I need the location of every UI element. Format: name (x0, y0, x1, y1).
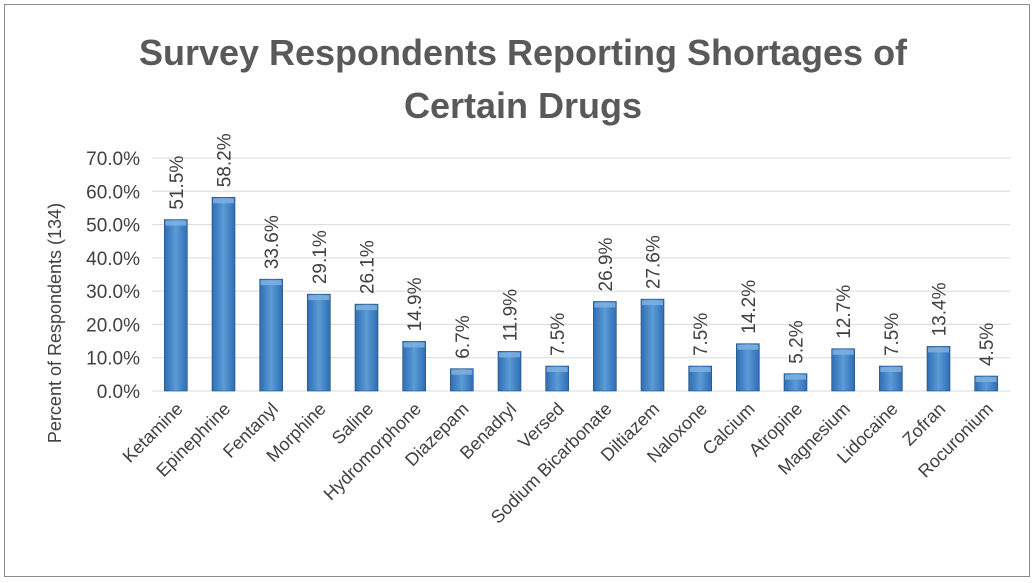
bar-top-bevel (975, 377, 997, 383)
y-tick-label: 10.0% (86, 349, 140, 370)
data-label: 7.5% (691, 313, 712, 356)
bar (831, 348, 855, 392)
data-label: 51.5% (167, 156, 188, 210)
data-label: 11.9% (501, 289, 522, 342)
y-tick-label: 0.0% (97, 382, 140, 403)
bar (259, 278, 283, 392)
bar-top-bevel (260, 280, 282, 286)
bar (307, 293, 331, 392)
bar (593, 301, 617, 392)
data-label: 12.7% (834, 285, 855, 339)
data-label: 6.7% (453, 315, 474, 358)
bar (545, 365, 569, 392)
bar (211, 196, 236, 392)
data-label: 29.1% (310, 230, 331, 284)
y-tick-label: 50.0% (86, 216, 140, 237)
bar-top-bevel (403, 342, 425, 348)
bar (879, 365, 903, 392)
bars (164, 196, 998, 392)
data-label: 4.5% (977, 323, 998, 366)
bar-top-bevel (737, 344, 759, 350)
bar (354, 303, 379, 392)
bar-top-bevel (594, 302, 616, 308)
bar-chart: Survey Respondents Reporting Shortages o… (45, 32, 1010, 528)
y-tick-label: 40.0% (86, 249, 140, 270)
data-label: 7.5% (548, 313, 569, 356)
bar (926, 346, 951, 392)
data-label: 26.1% (358, 240, 379, 294)
bar-top-bevel (308, 295, 330, 301)
y-axis-ticks: 0.0% 10.0% 20.0% 30.0% 40.0% 50.0% 60.0% 70.0% (86, 149, 140, 403)
chart-title-line-2: Certain Drugs (404, 85, 642, 126)
data-label: 14.9% (405, 277, 426, 331)
data-label: 14.2% (739, 280, 760, 334)
bar-top-bevel (880, 367, 902, 373)
bar (164, 219, 188, 392)
data-label: 5.2% (787, 320, 808, 363)
bar (497, 351, 522, 392)
bar-top-bevel (499, 352, 520, 358)
bar-top-bevel (785, 374, 806, 380)
bar-top-bevel (546, 367, 568, 373)
data-label: 58.2% (215, 133, 236, 187)
bar-top-bevel (213, 198, 234, 204)
bar-top-bevel (642, 300, 663, 306)
data-label: 26.9% (596, 237, 617, 291)
bar-top-bevel (165, 220, 187, 226)
data-label: 27.6% (644, 235, 665, 289)
bar (688, 365, 712, 392)
y-tick-label: 60.0% (86, 182, 140, 203)
y-tick-label: 20.0% (86, 315, 140, 336)
chart-title-line-1: Survey Respondents Reporting Shortages o… (139, 32, 908, 73)
data-label: 33.6% (262, 215, 283, 269)
y-axis-label: Percent of Respondents (134) (45, 203, 65, 443)
bar-top-bevel (689, 367, 711, 373)
gridlines (152, 157, 1010, 392)
bar (736, 343, 760, 392)
data-labels: 51.5% 58.2% 33.6% 29.1% 26.1% 14.9% 6.7% 11.9% 7… (167, 133, 998, 366)
data-label: 7.5% (882, 313, 903, 356)
y-tick-label: 70.0% (86, 149, 140, 170)
bar (402, 341, 426, 392)
x-axis-categories: KetamineEpinephrineFentanylMorphineSalin… (119, 399, 997, 528)
y-tick-label: 30.0% (86, 282, 140, 303)
bar-top-bevel (356, 305, 377, 311)
bar-top-bevel (451, 369, 473, 375)
chart-frame: Survey Respondents Reporting Shortages o… (4, 4, 1030, 577)
bar-top-bevel (928, 347, 949, 353)
data-label: 13.4% (930, 282, 951, 336)
bar (640, 298, 665, 392)
bar-top-bevel (832, 349, 854, 355)
